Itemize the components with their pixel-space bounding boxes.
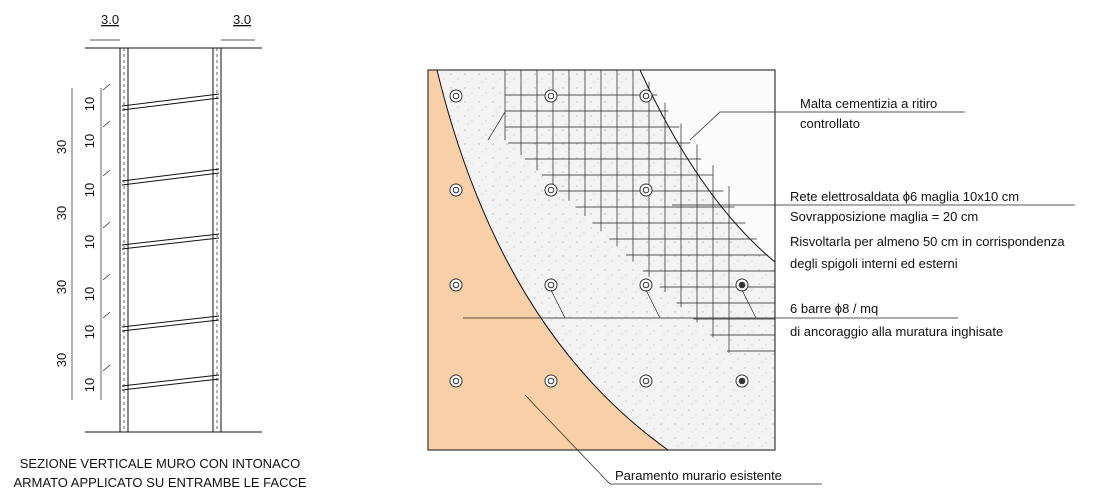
bar (121, 378, 220, 391)
bar (121, 374, 220, 387)
tie-bars (121, 93, 220, 391)
anchor-core (642, 92, 650, 100)
bar (121, 319, 220, 332)
dim-30: 30 (54, 206, 69, 220)
dim-30: 30 (54, 353, 69, 367)
dim-10: 10 (82, 134, 97, 148)
label: di ancoraggio alla muratura inghisate (790, 324, 1003, 339)
bar (121, 315, 220, 328)
anchors (449, 89, 749, 388)
bar (121, 168, 220, 182)
dim-tick (102, 83, 111, 91)
dimensions: 10 10 10 10 10 10 10 30 30 30 30 (54, 83, 111, 400)
dim-tick (102, 169, 111, 177)
anchor-core (547, 92, 555, 100)
dim-tick (102, 221, 111, 229)
anchor-core (547, 281, 555, 289)
caption: SEZIONE VERTICALE MURO CON INTONACO (20, 456, 301, 471)
bar (121, 172, 220, 186)
bar (121, 93, 220, 107)
dim-30: 30 (54, 140, 69, 154)
anchor-core (738, 377, 746, 385)
label: Sovrapposizione maglia = 20 cm (790, 209, 978, 224)
label: Malta cementizia a ritiro (800, 96, 937, 111)
wall-edge (639, 69, 776, 264)
dim-10: 10 (82, 378, 97, 392)
dim-tick (102, 120, 111, 128)
anchor-core (738, 281, 746, 289)
label: controllato (800, 116, 860, 131)
dim-10: 10 (82, 235, 97, 249)
anchor-core (452, 281, 460, 289)
anchor-core (452, 377, 460, 385)
mesh (504, 70, 775, 353)
anchor-core (642, 281, 650, 289)
dim-10: 10 (82, 325, 97, 339)
label: Paramento murario esistente (615, 468, 782, 483)
label: Rete elettrosaldata ϕ6 maglia 10x10 cm (790, 189, 1019, 204)
anchor-core (547, 186, 555, 194)
label: 6 barre ϕ8 / mq (790, 301, 878, 316)
dim: 3.0 (233, 12, 251, 27)
caption: ARMATO APPLICATO SU ENTRAMBE LE FACCE (13, 475, 306, 490)
anchor-core (642, 377, 650, 385)
bar (121, 237, 220, 250)
anchor-core (452, 186, 460, 194)
anchor-core (452, 92, 460, 100)
bar (121, 97, 220, 111)
dim-tick (102, 311, 111, 319)
wall-section (85, 39, 262, 433)
dim-tick (102, 273, 111, 281)
dim-10: 10 (82, 97, 97, 111)
bar (121, 233, 220, 246)
dim-tick (102, 364, 111, 372)
anchor-core (642, 186, 650, 194)
dim-30: 30 (54, 280, 69, 294)
label: Risvoltarla per almeno 50 cm in corrispo… (790, 234, 1065, 249)
dim-10: 10 (82, 183, 97, 197)
label: degli spigoli interni ed esterni (790, 256, 958, 271)
dim-10: 10 (82, 287, 97, 301)
dim: 3.0 (101, 12, 119, 27)
anchor-core (547, 377, 555, 385)
leaders (463, 111, 1075, 485)
masonry (427, 69, 670, 451)
